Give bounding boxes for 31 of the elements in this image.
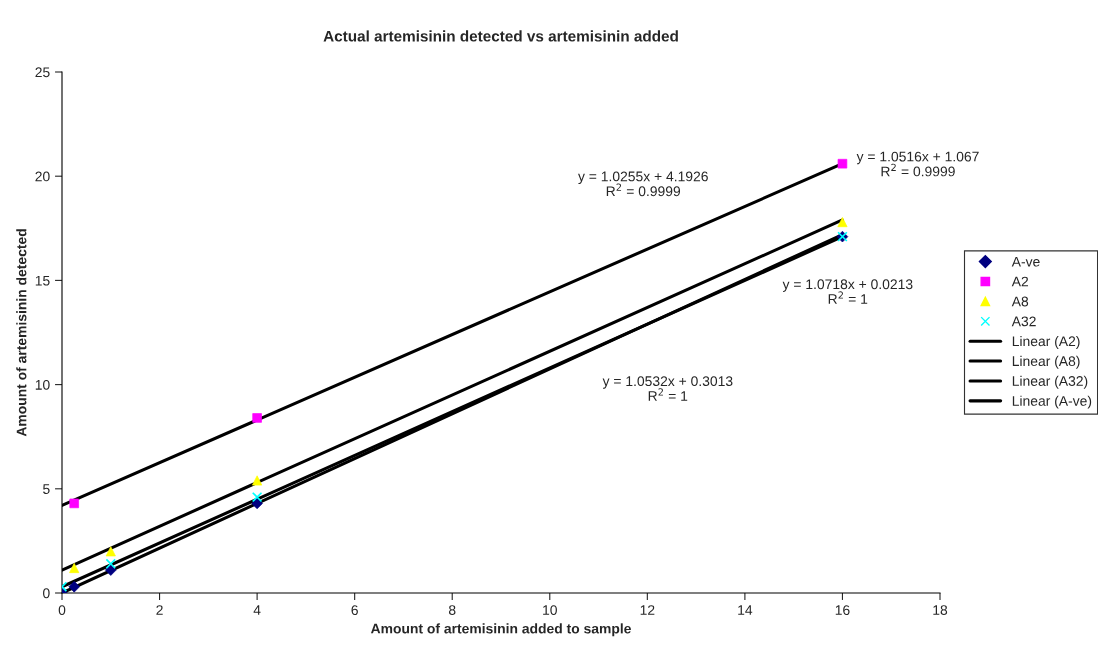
- legend-label: Linear (A-ve): [1012, 395, 1092, 409]
- annotation: y = 1.0718x + 0.0213 R$^{2}$ = 1: [782, 279, 913, 304]
- annotation: y = 1.0516x + 1.067 R$^{2}$ = 0.9999: [856, 151, 979, 177]
- legend-label: A2: [1011, 276, 1029, 287]
- annotation: y = 1.0255x + 4.1926 R$^{2}$ = 0.9999: [578, 171, 708, 197]
- x-tick-label: 8: [448, 605, 456, 616]
- x-tick-label: 12: [640, 605, 655, 615]
- x-tick-label: 4: [253, 605, 261, 615]
- legend-label: Linear (A2): [1012, 335, 1080, 349]
- legend-label: A-ve: [1011, 256, 1040, 267]
- y-tick-label: 25: [35, 67, 50, 78]
- x-tick-label: 0: [58, 605, 66, 616]
- y-tick-label: 10: [35, 379, 50, 390]
- y-tick-label: 20: [35, 171, 50, 182]
- y-tick-label: 15: [35, 275, 50, 286]
- chart-title: Actual artemisinin detected vs artemisinin added: [323, 30, 678, 42]
- legend-label: A8: [1011, 296, 1029, 307]
- x-tick-label: 16: [835, 605, 850, 616]
- legend-label: A32: [1011, 316, 1036, 327]
- x-axis-title: Amount of artemisinin added to sample: [370, 623, 631, 637]
- x-tick-label: 14: [738, 605, 753, 615]
- y-tick-label: 5: [43, 484, 50, 494]
- annotation: y = 1.0532x + 0.3013 R$^{2}$ = 1: [602, 376, 733, 401]
- x-tick-label: 10: [543, 605, 557, 616]
- x-tick-label: 2: [156, 605, 163, 615]
- y-tick-label: 0: [43, 588, 50, 599]
- legend-label: Linear (A8): [1012, 355, 1080, 369]
- legend-label: Linear (A32): [1012, 375, 1088, 389]
- x-tick-label: 18: [933, 605, 948, 616]
- x-tick-label: 6: [351, 605, 358, 616]
- y-axis-title: Amount of artemisinin detected: [16, 229, 27, 437]
